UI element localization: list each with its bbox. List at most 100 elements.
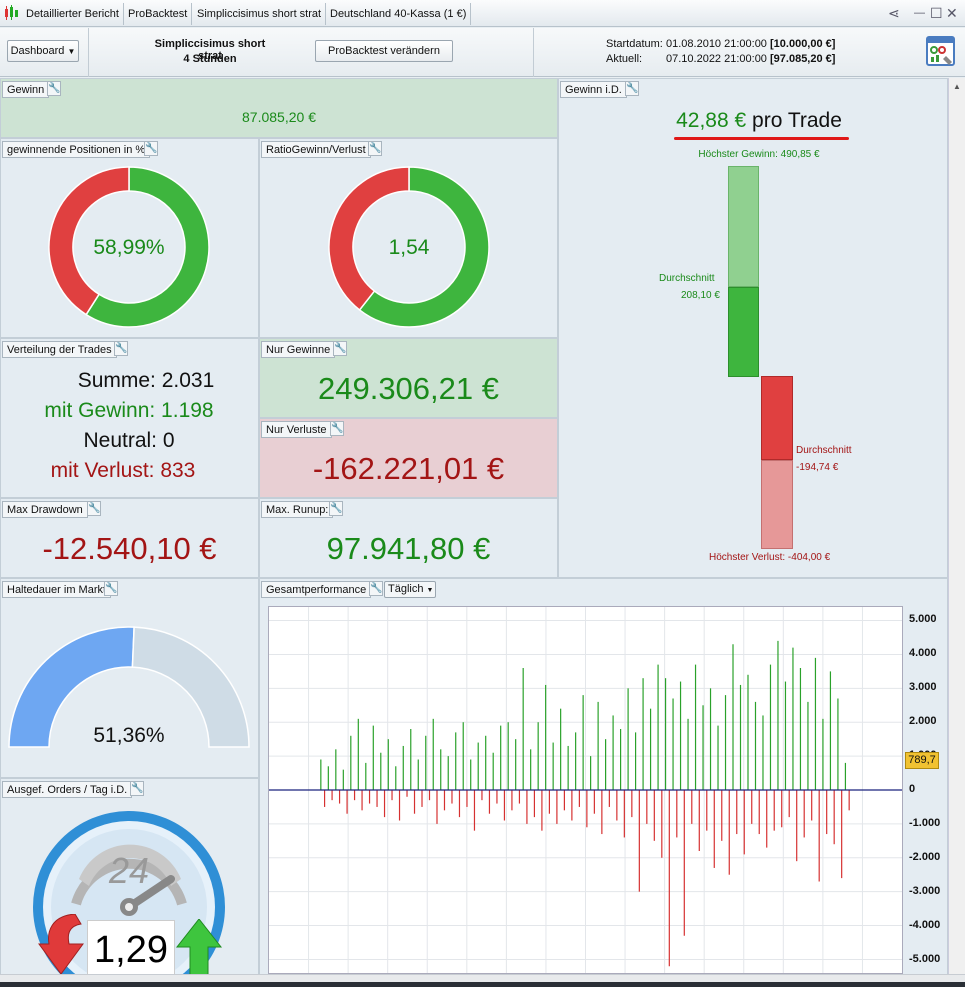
ratio-panel: RatioGewinn/Verlust 🔧 1,54: [259, 138, 558, 338]
dashboard-dropdown[interactable]: Dashboard ▼: [7, 40, 79, 62]
underline: [674, 137, 849, 140]
tab-bar: Detaillierter Bericht ProBacktest Simpli…: [0, 0, 965, 27]
wrench-icon[interactable]: 🔧: [330, 421, 344, 436]
wrench-icon[interactable]: 🔧: [368, 141, 382, 156]
taskbar-edge: [0, 982, 965, 987]
holding-value: 51,36%: [93, 724, 165, 747]
current-value: 07.10.2022 21:00:00: [666, 53, 767, 65]
ratio-loss-segment: [328, 166, 410, 311]
y-tick-label: 5.000: [909, 612, 937, 625]
tab-strategy[interactable]: Simpliccisimus short strat: [193, 3, 327, 25]
y-tick-label: -4.000: [909, 919, 941, 932]
holding-time-panel: Haltedauer im Markt 🔧 51,36%: [0, 578, 259, 778]
max-runup-title: Max. Runup:: [261, 501, 334, 518]
report-header: Dashboard ▼ Simpliccisimus short strat 4…: [0, 28, 965, 77]
avg-gain-value: 208,10 €: [681, 290, 720, 301]
vertical-scrollbar[interactable]: ▲: [948, 78, 965, 974]
wrench-icon[interactable]: 🔧: [87, 501, 101, 516]
interval-dropdown[interactable]: Täglich ▼: [384, 581, 436, 598]
y-tick-label: -3.000: [909, 885, 941, 898]
distribution-losses: mit Verlust: 833: [50, 459, 196, 482]
interval-label: Täglich: [388, 583, 424, 595]
ratio-win-segment: [358, 166, 490, 328]
per-trade-suffix: pro Trade: [752, 109, 842, 132]
chevron-down-icon: ▼: [426, 587, 434, 594]
avg-gain-label: Durchschnitt: [659, 273, 715, 284]
avg-profit-panel: Gewinn i.D. 🔧 42,88 € pro Trade Höchster…: [558, 78, 948, 578]
arrow-down-icon: [38, 914, 84, 975]
dashboard-label: Dashboard: [10, 45, 65, 57]
wrench-icon[interactable]: 🔧: [333, 341, 347, 356]
only-wins-panel: Nur Gewinne 🔧 249.306,21 €: [259, 338, 558, 418]
y-tick-label: 2.000: [909, 714, 937, 727]
wrench-icon[interactable]: 🔧: [47, 81, 61, 96]
tab-detailed-report[interactable]: Detaillierter Bericht: [22, 3, 124, 25]
win-percent-loss-segment: [48, 166, 130, 316]
only-wins-title: Nur Gewinne: [261, 341, 336, 358]
wrench-icon[interactable]: 🔧: [369, 581, 383, 596]
avg-loss-label: Durchschnitt: [796, 445, 852, 456]
only-wins-value: 249.306,21 €: [317, 371, 499, 406]
max-gain-label: Höchster Gewinn: 490,85 €: [698, 149, 820, 160]
chevron-down-icon: ▼: [67, 47, 76, 56]
max-runup-panel: Max. Runup: 🔧 97.941,80 €: [259, 498, 558, 578]
y-tick-label: -1.000: [909, 817, 941, 830]
per-trade-value: 42,88 €: [676, 109, 747, 132]
close-icon[interactable]: ✕: [946, 5, 958, 21]
ratio-title: RatioGewinn/Verlust: [261, 141, 371, 158]
only-losses-panel: Nur Verluste 🔧 -162.221,01 €: [259, 418, 558, 498]
wrench-icon[interactable]: 🔧: [130, 781, 144, 796]
report-settings-icon[interactable]: [926, 36, 956, 68]
max-loss-label: Höchster Verlust: -404,00 €: [709, 552, 831, 563]
wrench-icon[interactable]: 🔧: [104, 581, 118, 596]
avg-gain-bar: [728, 287, 759, 377]
holding-time-title: Haltedauer im Markt: [2, 581, 112, 598]
holding-gauge: [8, 626, 250, 748]
per-trade-line: 42,88 € pro Trade: [559, 109, 947, 133]
only-losses-title: Nur Verluste: [261, 421, 332, 438]
start-label: Startdatum:: [606, 38, 663, 50]
max-drawdown-value: -12.540,10 €: [42, 531, 217, 566]
win-percent-panel: gewinnende Positionen in % 🔧 58,99%: [0, 138, 259, 338]
avg-loss-value: -194,74 €: [796, 462, 839, 473]
timeframe: 4 Stunden: [183, 53, 237, 65]
trade-distribution-panel: Verteilung der Trades 🔧 Summe: 2.031 mit…: [0, 338, 259, 498]
change-backtest-button[interactable]: ProBacktest verändern: [315, 40, 453, 62]
win-percent-title: gewinnende Positionen in %: [2, 141, 151, 158]
tab-probacktest[interactable]: ProBacktest: [124, 3, 193, 25]
start-value: 01.08.2010 21:00:00: [666, 38, 767, 50]
wrench-icon[interactable]: 🔧: [144, 141, 158, 156]
wrench-icon[interactable]: 🔧: [625, 81, 639, 96]
y-tick-label: -5.000: [909, 953, 941, 966]
strategy-name: Simpliccisimus short strat: [154, 38, 266, 62]
max-runup-value: 97.941,80 €: [326, 531, 491, 566]
start-capital: [10.000,00 €]: [770, 38, 836, 50]
y-tick-label: 4.000: [909, 646, 937, 659]
y-tick-label: 3.000: [909, 680, 937, 693]
distribution-wins: mit Gewinn: 1.198: [44, 399, 214, 422]
orders-per-day-panel: Ausgef. Orders / Tag i.D. 🔧 24 1,29: [0, 778, 259, 978]
orders-title: Ausgef. Orders / Tag i.D.: [2, 781, 133, 798]
maximize-icon[interactable]: ☐: [930, 5, 943, 21]
current-capital: [97.085,20 €]: [770, 53, 836, 65]
share-icon[interactable]: ⋖: [888, 5, 900, 21]
profit-value: 87.085,20 €: [242, 109, 316, 125]
minimize-icon[interactable]: —: [914, 7, 925, 19]
tab-instrument[interactable]: Deutschland 40-Kassa (1 €): [326, 3, 472, 25]
avg-loss-bar: [761, 376, 793, 460]
current-label: Aktuell:: [606, 53, 643, 65]
loss-range-bar: [761, 460, 793, 549]
wrench-icon[interactable]: 🔧: [114, 341, 128, 356]
win-percent-win-segment: [85, 166, 210, 328]
distribution-neutral: Neutral: 0: [83, 429, 175, 452]
orders-value: 1,29: [94, 929, 168, 971]
gain-range-bar: [728, 166, 759, 287]
profit-panel: Gewinn 🔧 87.085,20 €: [0, 78, 558, 138]
candlestick-app-icon: [5, 5, 18, 20]
profit-title: Gewinn: [2, 81, 50, 98]
performance-chart[interactable]: [268, 606, 903, 974]
arrow-up-icon: [175, 919, 223, 977]
distribution-sum: Summe: 2.031: [77, 369, 215, 392]
scroll-up-icon[interactable]: ▲: [953, 82, 961, 91]
wrench-icon[interactable]: 🔧: [329, 501, 343, 516]
